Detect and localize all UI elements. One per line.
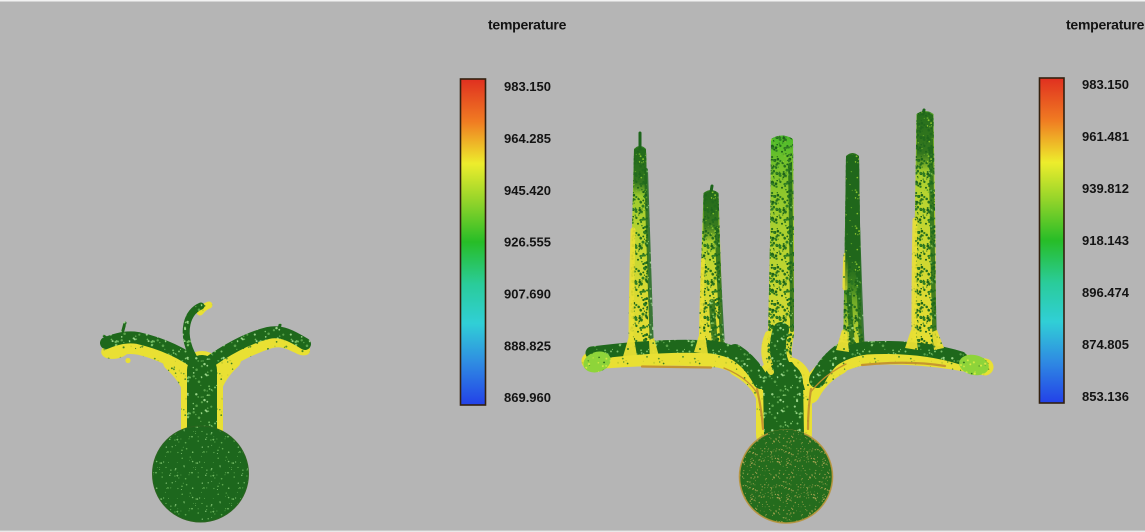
svg-text:939.812: 939.812 — [1082, 181, 1129, 196]
svg-text:temperature: temperature — [488, 16, 567, 32]
svg-text:888.825: 888.825 — [504, 338, 551, 353]
svg-text:983.150: 983.150 — [504, 79, 551, 94]
svg-text:983.150: 983.150 — [1082, 77, 1129, 92]
svg-text:907.690: 907.690 — [504, 287, 551, 302]
svg-text:945.420: 945.420 — [504, 183, 551, 198]
svg-text:964.285: 964.285 — [504, 131, 551, 146]
svg-text:961.481: 961.481 — [1082, 129, 1129, 144]
svg-text:temperature: temperature — [1066, 16, 1145, 32]
svg-text:853.136: 853.136 — [1082, 389, 1129, 404]
svg-text:926.555: 926.555 — [504, 235, 551, 250]
svg-text:869.960: 869.960 — [504, 390, 551, 405]
svg-text:918.143: 918.143 — [1082, 233, 1129, 248]
svg-text:874.805: 874.805 — [1082, 337, 1129, 352]
svg-text:896.474: 896.474 — [1082, 285, 1130, 300]
